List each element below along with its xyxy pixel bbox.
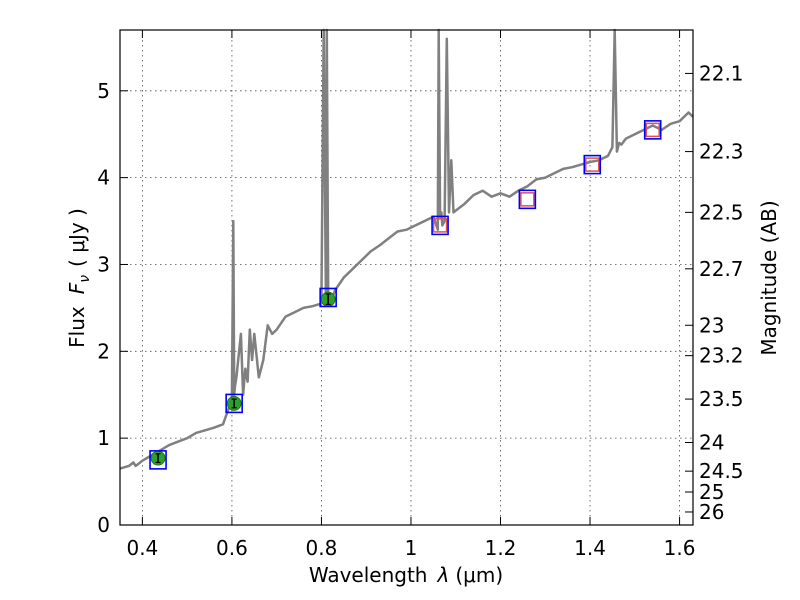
x-tick-label: 1.4 xyxy=(574,536,606,560)
x-tick-label: 1.2 xyxy=(485,536,517,560)
magnitude-tick-label: 26 xyxy=(699,500,724,524)
y-tick-label: 2 xyxy=(97,339,110,363)
model-photometry-point xyxy=(319,287,337,308)
y-tick-label: 5 xyxy=(97,79,110,103)
magnitude-tick-label: 22.3 xyxy=(699,140,744,164)
y-axis-label-unit: ( μJy ) xyxy=(65,208,89,267)
magnitude-tick-label: 22.5 xyxy=(699,200,744,224)
y-tick-label: 1 xyxy=(97,426,110,450)
magnitude-tick-label: 23.5 xyxy=(699,387,744,411)
x-tick-label: 1 xyxy=(405,536,418,560)
x-tick-label: 0.4 xyxy=(126,536,158,560)
photometry-markers xyxy=(149,120,662,470)
x-axis-label-symbol: λ xyxy=(437,563,450,587)
predicted-photometry-point xyxy=(520,192,535,207)
y-tick-label: 4 xyxy=(97,166,110,190)
model-photometry-point xyxy=(583,154,602,175)
model-photometry-point xyxy=(225,393,243,414)
grid-lines xyxy=(120,30,693,525)
magnitude-tick-label: 24 xyxy=(699,431,724,455)
spectrum-line xyxy=(119,28,694,470)
model-photometry-point xyxy=(518,189,537,210)
x-tick-label: 0.6 xyxy=(216,536,248,560)
model-photometry-point xyxy=(643,120,662,140)
model-photometry-point xyxy=(149,450,167,470)
magnitude-tick-label: 23.2 xyxy=(699,344,744,368)
y-tick-label: 0 xyxy=(97,513,110,537)
x-tick-label: 1.6 xyxy=(664,536,696,560)
magnitude-tick-label: 23 xyxy=(699,313,724,337)
magnitude-tick-label: 24.5 xyxy=(699,459,744,483)
predicted-photometry-point xyxy=(585,157,600,172)
y-axis-label: Flux Fν ( μJy ) xyxy=(65,208,93,348)
magnitude-tick-label: 25 xyxy=(699,480,724,504)
x-axis-label-unit: (μm) xyxy=(455,563,503,587)
y-axis-label-subscript: ν xyxy=(77,275,93,283)
model-photometry-point xyxy=(431,215,449,236)
x-axis-label: Wavelength λ (μm) xyxy=(309,563,503,587)
y-axis-label-symbol: F xyxy=(65,282,89,294)
x-axis-ticks: 0.4 0.6 0.8 1 1.2 1.4 1.6 xyxy=(126,30,695,560)
x-tick-label: 0.8 xyxy=(306,536,338,560)
y-axis-ticks: 0 1 2 3 4 5 xyxy=(97,79,128,537)
plot-frame xyxy=(119,29,694,526)
x-axis-label-word: Wavelength xyxy=(309,563,428,587)
magnitude-axis-label: Magnitude (AB) xyxy=(757,200,781,355)
y-axis-label-word: Flux xyxy=(65,306,89,348)
magnitude-tick-label: 22.1 xyxy=(699,61,744,85)
predicted-photometry-point xyxy=(645,122,660,138)
predicted-photometry-point xyxy=(432,218,448,233)
magnitude-tick-label: 22.7 xyxy=(699,257,744,281)
plot-area xyxy=(119,28,694,470)
y-tick-label: 3 xyxy=(97,252,110,276)
